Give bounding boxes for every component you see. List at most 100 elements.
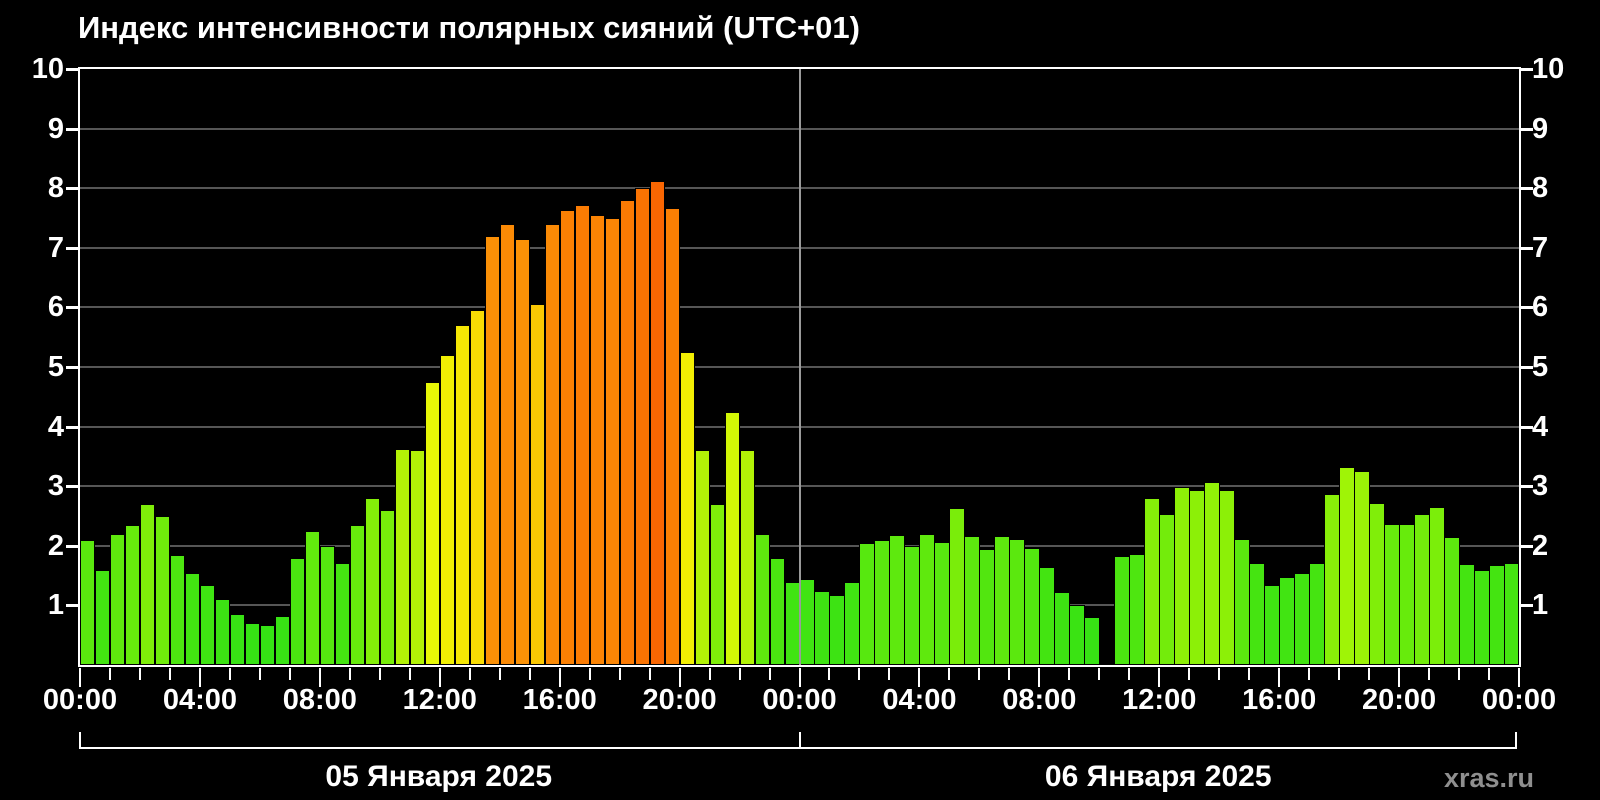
x-minor-tick [978, 668, 981, 680]
bar [844, 581, 860, 665]
bar [904, 545, 920, 665]
bar [1114, 555, 1130, 665]
y-tick-right [1521, 485, 1533, 489]
y-axis-label-left: 4 [47, 410, 64, 443]
bar [934, 542, 950, 665]
bar [154, 516, 171, 665]
x-axis-time-label: 00:00 [762, 684, 837, 716]
day-bracket-line [79, 747, 1517, 749]
y-tick-right [1521, 544, 1533, 548]
bar [619, 200, 636, 665]
bar [679, 352, 696, 665]
bar [1219, 489, 1235, 665]
x-minor-tick [1368, 668, 1371, 680]
bar [349, 524, 366, 665]
x-minor-tick [768, 668, 771, 680]
bar [289, 557, 306, 665]
bar [799, 578, 815, 665]
x-axis-time-label: 20:00 [642, 684, 717, 716]
bar [514, 238, 531, 665]
y-axis-label-left: 2 [47, 529, 64, 562]
bar [364, 498, 381, 665]
x-minor-tick [348, 668, 351, 680]
x-minor-tick [1008, 668, 1011, 680]
bar [544, 223, 561, 665]
x-minor-tick [498, 668, 501, 680]
bar [1129, 553, 1145, 665]
y-tick-right [1521, 127, 1533, 131]
bar [304, 530, 321, 665]
x-axis-time-label: 20:00 [1361, 684, 1437, 716]
x-axis-time-label: 04:00 [162, 684, 237, 716]
x-major-tick [558, 668, 561, 687]
x-minor-tick [948, 668, 951, 680]
bar [769, 557, 785, 665]
bar [1084, 617, 1100, 665]
y-axis-label-right: 2 [1532, 529, 1549, 562]
bar [859, 542, 875, 665]
x-minor-tick [1308, 668, 1311, 680]
bar [1489, 565, 1505, 665]
x-minor-tick [1098, 668, 1101, 680]
bar [1309, 563, 1325, 665]
bar [1339, 466, 1355, 665]
bar [124, 524, 141, 665]
y-axis-label-left: 9 [47, 112, 64, 145]
y-tick-right [1521, 604, 1533, 608]
x-minor-tick [228, 668, 231, 680]
x-minor-tick [1248, 668, 1251, 680]
bar [634, 188, 651, 665]
y-tick-left [66, 604, 78, 608]
x-minor-tick [828, 668, 831, 680]
x-minor-tick [1458, 668, 1461, 680]
bar [739, 450, 756, 665]
y-axis-label-right: 1 [1532, 589, 1549, 622]
y-axis-label-left: 10 [31, 53, 64, 85]
y-tick-right [1521, 246, 1533, 250]
bar [454, 325, 471, 665]
bar [199, 584, 216, 665]
y-tick-left [66, 246, 78, 250]
bar [1024, 548, 1040, 665]
bar [1009, 538, 1025, 665]
bar [1429, 507, 1445, 665]
plot-area [80, 69, 1519, 665]
y-tick-left [66, 68, 78, 71]
bar [754, 533, 771, 665]
bar [109, 533, 126, 665]
y-axis-label-right: 4 [1532, 410, 1549, 443]
bar [409, 450, 426, 665]
bar [814, 590, 830, 665]
bar [94, 569, 111, 665]
x-major-tick [798, 668, 801, 687]
bar [559, 209, 576, 665]
x-minor-tick [888, 668, 891, 680]
x-axis-time-label: 04:00 [882, 684, 957, 716]
y-axis-label-right: 6 [1532, 291, 1549, 324]
y-tick-left [66, 366, 78, 369]
day-bracket-stub [79, 732, 81, 748]
x-major-tick [678, 668, 681, 687]
y-axis-label-left: 6 [47, 291, 64, 324]
bar [1234, 538, 1250, 665]
bar [1294, 572, 1310, 665]
bar [1369, 503, 1385, 665]
bar [1324, 493, 1340, 665]
x-minor-tick [648, 668, 651, 680]
bar [1189, 489, 1205, 665]
x-minor-tick [408, 668, 411, 680]
y-axis-label-right: 7 [1532, 231, 1549, 264]
x-minor-tick [1068, 668, 1071, 680]
y-axis-label-right: 9 [1532, 112, 1549, 145]
x-minor-tick [1128, 668, 1131, 680]
bar [604, 218, 621, 665]
bar [1474, 569, 1490, 665]
x-axis-time-label: 12:00 [1122, 684, 1197, 716]
bar [259, 625, 276, 665]
day2-date-label: 06 Января 2025 [1044, 760, 1272, 793]
y-tick-left [66, 187, 78, 191]
bar [484, 235, 501, 665]
bar [1444, 536, 1460, 665]
x-minor-tick [378, 668, 381, 680]
bar [1204, 482, 1220, 665]
